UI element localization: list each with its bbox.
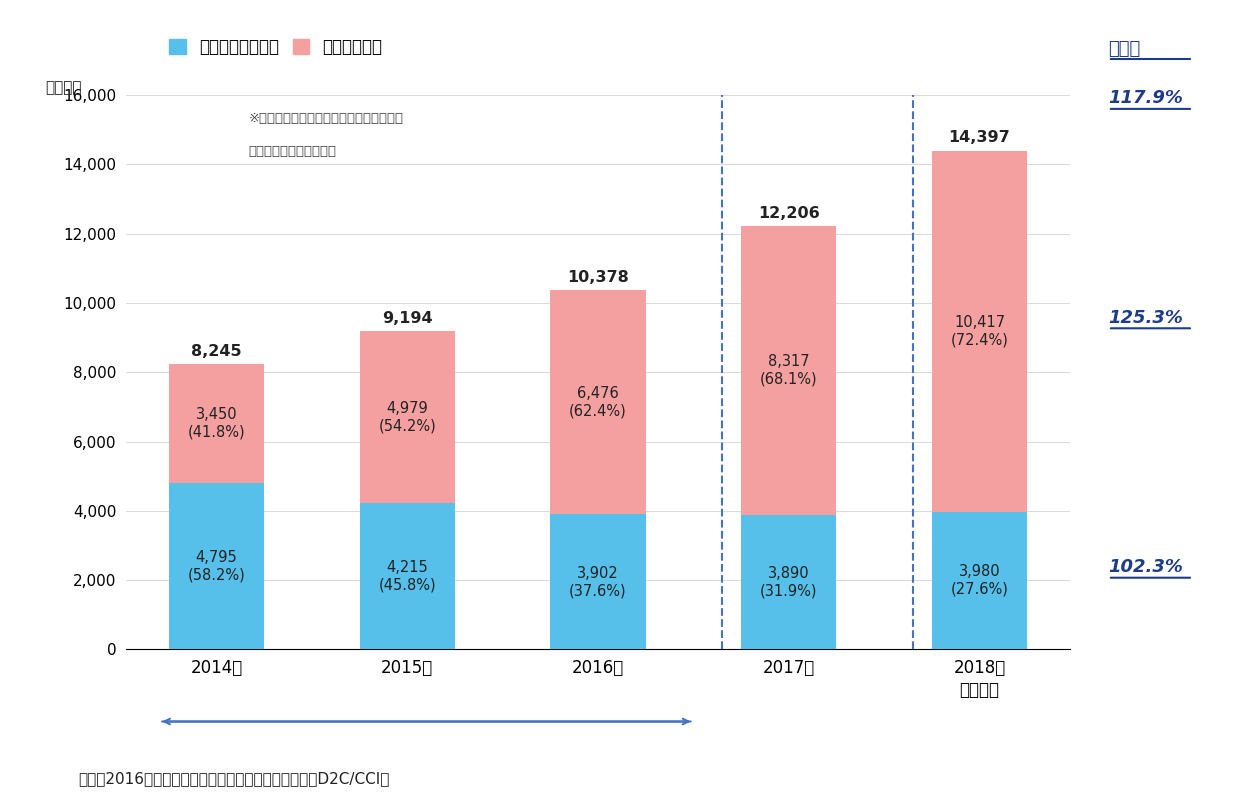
Bar	[932, 150, 1027, 512]
Text: 8,317
(68.1%): 8,317 (68.1%)	[760, 354, 817, 386]
Text: 14,397: 14,397	[949, 131, 1011, 146]
Text: （億円）: （億円）	[45, 80, 82, 95]
Bar	[360, 331, 454, 504]
Text: 125.3%: 125.3%	[1108, 309, 1182, 327]
Text: 参考）2016年インターネット広告市場規模推計調査（D2C/CCI）: 参考）2016年インターネット広告市場規模推計調査（D2C/CCI）	[78, 771, 390, 786]
Text: 4,215
(45.8%): 4,215 (45.8%)	[379, 560, 436, 592]
Text: 4,795
(58.2%): 4,795 (58.2%)	[188, 550, 246, 583]
Text: 全体額に占める構成比: 全体額に占める構成比	[248, 145, 336, 158]
Legend: デスクトップ広告, モバイル広告: デスクトップ広告, モバイル広告	[162, 32, 389, 63]
Text: ※（　）内は、インターネット広告媒体費: ※（ ）内は、インターネット広告媒体費	[248, 112, 404, 124]
Text: 3,890
(31.9%): 3,890 (31.9%)	[760, 565, 817, 598]
Bar	[169, 483, 264, 649]
Text: 3,450
(41.8%): 3,450 (41.8%)	[188, 407, 246, 440]
Text: 102.3%: 102.3%	[1108, 558, 1182, 577]
Text: 8,245: 8,245	[191, 344, 242, 359]
Text: 前年比: 前年比	[1108, 40, 1141, 58]
Text: 3,980
(27.6%): 3,980 (27.6%)	[951, 564, 1008, 596]
Text: 3,902
(37.6%): 3,902 (37.6%)	[569, 565, 627, 598]
Bar	[169, 364, 264, 483]
Bar	[550, 514, 646, 649]
Text: 10,378: 10,378	[567, 269, 630, 284]
Text: 6,476
(62.4%): 6,476 (62.4%)	[569, 386, 627, 418]
Text: 9,194: 9,194	[381, 310, 433, 326]
Bar	[742, 227, 836, 515]
Text: 12,206: 12,206	[758, 206, 820, 221]
Bar	[360, 504, 454, 649]
Bar	[550, 290, 646, 514]
Text: 4,979
(54.2%): 4,979 (54.2%)	[379, 401, 436, 433]
Text: 10,417
(72.4%): 10,417 (72.4%)	[951, 315, 1008, 347]
Bar	[932, 512, 1027, 649]
Text: 117.9%: 117.9%	[1108, 89, 1182, 108]
Bar	[742, 515, 836, 649]
